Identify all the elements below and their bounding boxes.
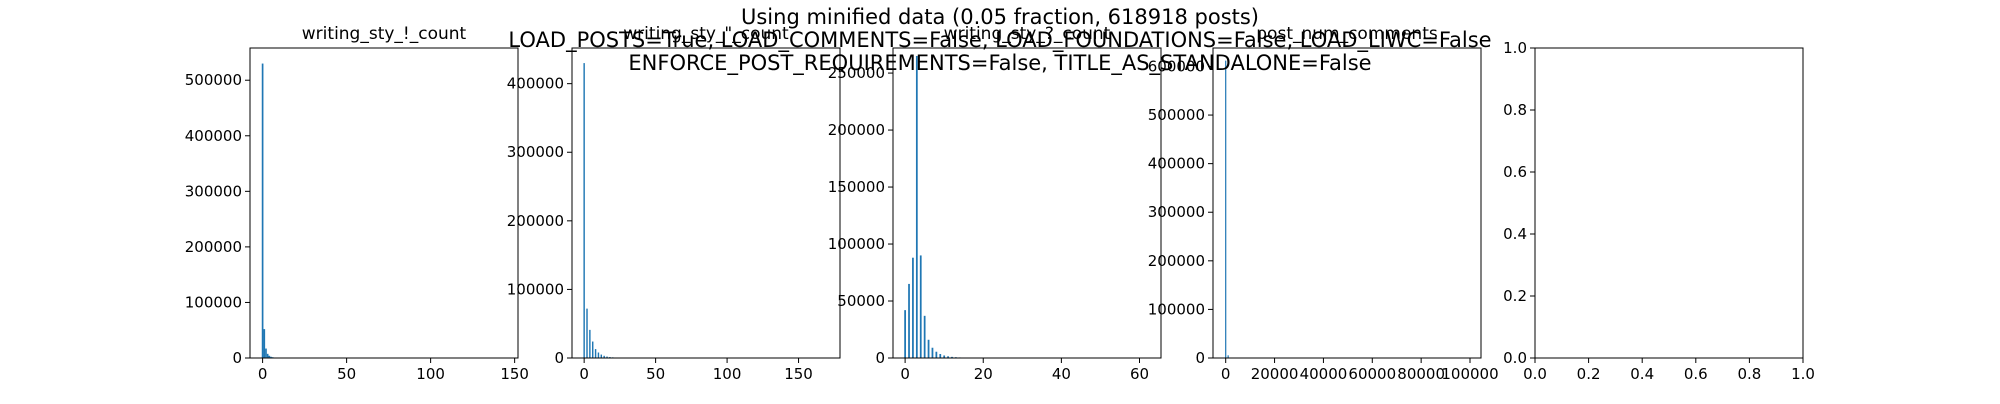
y-tick-label: 0.8 (1503, 101, 1527, 119)
axes-frame (893, 48, 1161, 358)
y-tick-label: 50000 (837, 292, 885, 310)
bar (262, 64, 264, 358)
bar (924, 316, 926, 358)
x-tick-label: 50 (337, 365, 356, 383)
y-tick-label: 0 (232, 349, 242, 367)
bar (904, 310, 906, 358)
x-tick-label: 0 (1221, 365, 1231, 383)
x-tick-label: 50 (646, 365, 665, 383)
x-tick-label: 0.0 (1523, 365, 1547, 383)
bar-series-3 (904, 56, 992, 358)
bar (267, 354, 269, 358)
y-tick-label: 300000 (185, 182, 242, 200)
x-tick-label: 0.8 (1737, 365, 1761, 383)
bar (916, 56, 918, 358)
bar (935, 352, 937, 358)
y-tick-label: 200000 (828, 121, 885, 139)
y-tick-label: 0.4 (1503, 225, 1527, 243)
y-tick-label: 100000 (828, 235, 885, 253)
bar (920, 255, 922, 358)
y-tick-label: 0 (554, 349, 564, 367)
x-tick-label: 0 (579, 365, 589, 383)
x-tick-label: 1.0 (1791, 365, 1815, 383)
bar (932, 348, 934, 358)
bar (598, 353, 599, 358)
y-tick-label: 200000 (507, 212, 564, 230)
suptitle-line-2: LOAD_POSTS=True, LOAD_COMMENTS=False, LO… (508, 28, 1491, 53)
y-tick-label: 0.2 (1503, 287, 1527, 305)
y-tick-label: 300000 (507, 143, 564, 161)
y-tick-label: 0 (875, 349, 885, 367)
bar (908, 284, 910, 358)
bar (586, 309, 587, 358)
y-tick-label: 0.0 (1503, 349, 1527, 367)
subplot-title: writing_sty_!_count (302, 24, 467, 44)
bar-series-1 (262, 64, 297, 358)
bar-series-4 (1225, 61, 1231, 358)
subplot-1: 0 50 100 150 0 100000 200000 300000 400000 500000… (185, 24, 529, 383)
bar (263, 329, 265, 358)
axes-frame (1213, 48, 1481, 358)
bar (1225, 61, 1226, 358)
bar (928, 340, 930, 358)
x-tick-label: 150 (500, 365, 529, 383)
axes-frame (1535, 48, 1803, 358)
y-tick-label: 500000 (1148, 106, 1205, 124)
x-tick-label: 0.2 (1577, 365, 1601, 383)
y-tick-label: 100000 (507, 280, 564, 298)
y-tick-label: 0.6 (1503, 163, 1527, 181)
suptitle-line-1: Using minified data (0.05 fraction, 6189… (741, 5, 1259, 29)
suptitle-line-3: ENFORCE_POST_REQUIREMENTS=False, TITLE_A… (628, 51, 1371, 76)
x-tick-label: 0 (900, 365, 910, 383)
x-tick-label: 100000 (1441, 365, 1498, 383)
x-tick-label: 60 (1130, 365, 1149, 383)
bar (912, 258, 914, 358)
subplot-5: 0.0 0.2 0.4 0.6 0.8 1.0 0.0 0.2 0.4 0.6 0.8 1.0 (1503, 39, 1815, 383)
y-tick-label: 150000 (828, 178, 885, 196)
y-tick-label: 100000 (185, 293, 242, 311)
x-tick-label: 20000 (1251, 365, 1299, 383)
x-tick-label: 0.4 (1630, 365, 1654, 383)
x-tick-label: 40 (1052, 365, 1071, 383)
x-tick-label: 40000 (1300, 365, 1348, 383)
y-tick-label: 500000 (185, 71, 242, 89)
axes-frame (572, 48, 840, 358)
y-tick-label: 1.0 (1503, 39, 1527, 57)
x-tick-label: 60000 (1348, 365, 1396, 383)
y-tick-label: 100000 (1148, 300, 1205, 318)
bar (265, 349, 267, 358)
y-tick-label: 0 (1195, 349, 1205, 367)
y-tick-label: 300000 (1148, 203, 1205, 221)
bar-series-2 (583, 63, 627, 358)
x-tick-label: 0.6 (1684, 365, 1708, 383)
bar (589, 330, 590, 358)
figure-suptitle: Using minified data (0.05 fraction, 6189… (508, 5, 1491, 76)
x-tick-label: 80000 (1397, 365, 1445, 383)
y-tick-label: 200000 (185, 238, 242, 256)
bar (583, 63, 584, 358)
y-tick-label: 200000 (1148, 252, 1205, 270)
y-tick-label: 400000 (1148, 155, 1205, 173)
y-tick-label: 400000 (185, 127, 242, 145)
bar (939, 354, 941, 358)
x-tick-label: 100 (713, 365, 742, 383)
x-tick-label: 0 (258, 365, 268, 383)
y-tick-label: 400000 (507, 75, 564, 93)
x-tick-label: 20 (974, 365, 993, 383)
axes-frame (250, 48, 518, 358)
bar (601, 355, 602, 358)
bar (592, 342, 593, 358)
x-tick-label: 150 (784, 365, 813, 383)
bar (595, 349, 596, 358)
x-tick-label: 100 (416, 365, 445, 383)
